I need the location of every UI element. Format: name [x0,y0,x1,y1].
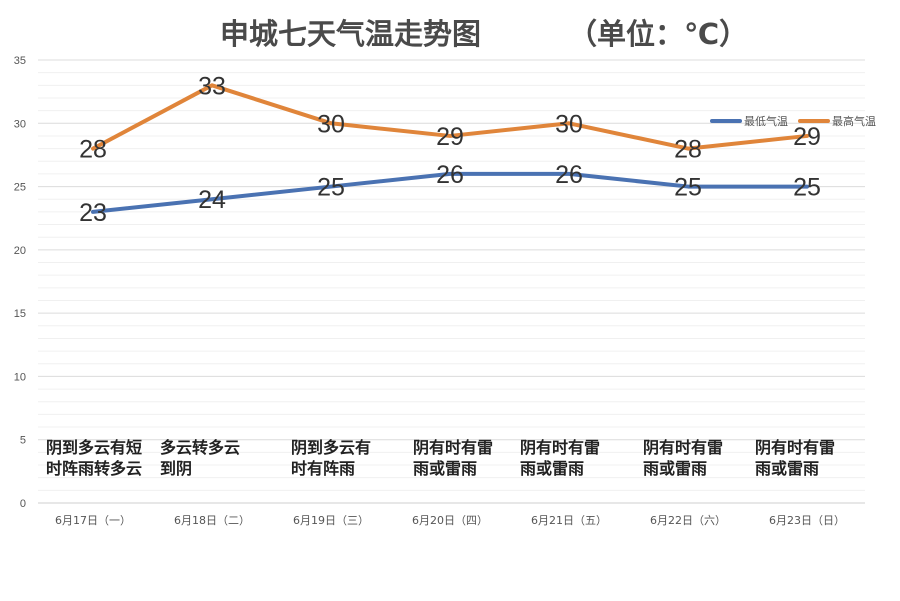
x-axis-ticks: 6月17日（一） 6月18日（二） 6月19日（三） 6月20日（四） 6月21日（五）… [55,514,845,527]
legend: 最低气温 最高气温 [710,114,876,128]
weather-text: 雨或雷雨 [643,459,707,478]
data-label: 30 [555,110,583,138]
weather-text: 时有阵雨 [291,459,355,478]
weather-text: 雨或雷雨 [520,459,584,478]
weather-text: 阴到多云有 [291,438,371,457]
x-tick-label: 6月22日（六） [650,514,726,527]
x-tick-label: 6月20日（四） [412,514,488,527]
x-tick-label: 6月19日（三） [293,514,369,527]
data-label: 25 [674,174,702,202]
x-tick-label: 6月23日（日） [769,514,845,527]
data-label: 25 [793,174,821,202]
major-gridlines [38,59,865,504]
x-tick-label: 6月18日（二） [174,514,250,527]
chart-title: 申城七天气温走势图 [220,17,481,51]
data-label: 26 [555,161,583,189]
x-tick-label: 6月17日（一） [55,514,131,527]
weather-text: 雨或雷雨 [413,459,477,478]
series-line [91,171,809,214]
legend-label: 最低气温 [744,114,788,128]
data-label: 26 [436,161,464,189]
weather-text: 阴有时有雷 [413,438,493,457]
weather-text: 阴有时有雷 [643,438,723,457]
y-tick-label: 20 [14,245,26,257]
weather-text: 阴有时有雷 [755,438,835,457]
minor-gridlines [38,72,865,491]
y-tick-label: 25 [14,182,26,194]
data-label: 23 [79,199,107,227]
weather-text: 到阴 [160,459,192,478]
data-labels: 23 24 25 26 26 25 25 28 33 30 29 30 28 29 [79,72,821,227]
y-tick-label: 30 [14,118,26,130]
data-label: 28 [79,136,107,164]
weather-text: 多云转多云 [160,438,240,457]
data-label: 29 [436,123,464,151]
series-lines [91,83,809,214]
data-label: 29 [793,123,821,151]
data-label: 33 [198,72,226,100]
y-tick-label: 15 [14,308,26,320]
weather-text: 阴到多云有短 [46,438,142,457]
weather-text: 阴有时有雷 [520,438,600,457]
y-tick-label: 0 [20,498,26,510]
data-label: 30 [317,110,345,138]
data-label: 24 [198,186,226,214]
y-tick-label: 5 [20,435,26,447]
y-tick-label: 35 [14,55,26,67]
data-label: 25 [317,174,345,202]
data-label: 28 [674,136,702,164]
unit-label: （单位：℃） [568,17,748,51]
weather-text: 时阵雨转多云 [46,459,142,478]
legend-label: 最高气温 [832,114,876,128]
weather-text: 雨或雷雨 [755,459,819,478]
y-tick-label: 10 [14,371,26,383]
y-axis-ticks: 0 5 10 15 20 25 30 35 [14,55,26,510]
x-tick-label: 6月21日（五） [531,514,607,527]
series-line [91,83,809,151]
